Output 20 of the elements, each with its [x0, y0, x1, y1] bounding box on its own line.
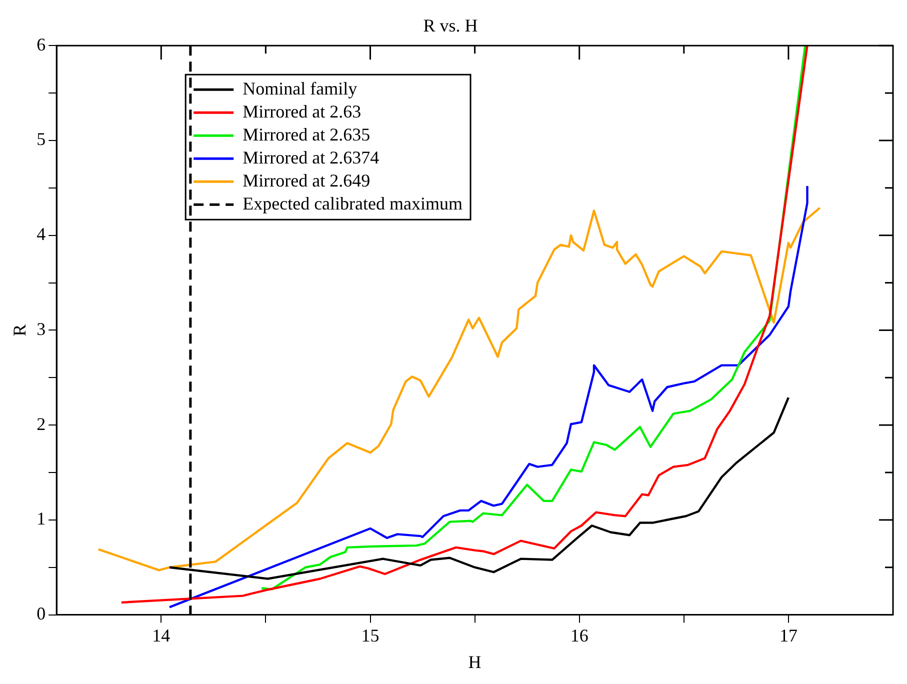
x-axis-title: H — [468, 652, 482, 672]
y-tick-label: 5 — [36, 129, 46, 150]
y-axis-title: R — [10, 324, 30, 336]
legend-label: Nominal family — [242, 78, 358, 98]
chart-title: R vs. H — [423, 16, 478, 36]
ref-line-label: Expected calibrated maximum — [242, 193, 463, 214]
y-tick-label: 4 — [36, 224, 46, 244]
legend-label: Mirrored at 2.649 — [242, 170, 370, 190]
x-tick-label: 16 — [570, 625, 588, 646]
x-tick-label: 17 — [779, 625, 798, 646]
y-tick-label: 2 — [36, 414, 46, 434]
x-tick-label: 15 — [361, 625, 380, 646]
y-tick-label: 3 — [36, 318, 46, 339]
y-tick-label: 1 — [36, 508, 46, 529]
x-tick-label: 14 — [152, 625, 170, 646]
legend-label: Mirrored at 2.63 — [242, 101, 362, 122]
legend-label: Mirrored at 2.6374 — [242, 147, 380, 168]
y-tick-label: 0 — [36, 604, 46, 624]
y-tick-label: 6 — [36, 34, 46, 54]
legend-label: Mirrored at 2.635 — [242, 124, 370, 144]
